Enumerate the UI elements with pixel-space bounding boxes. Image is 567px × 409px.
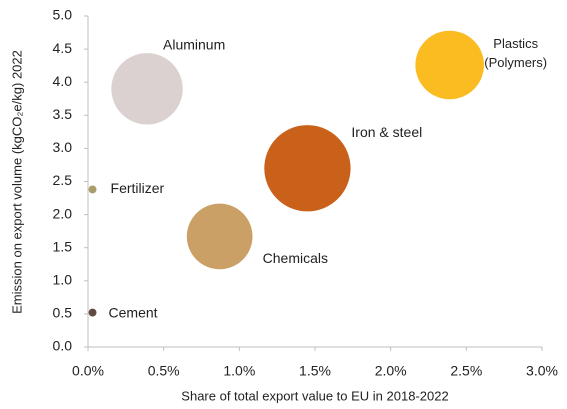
x-tick-label: 1.0% <box>223 363 255 379</box>
y-tick-label: 2.0 <box>53 205 73 221</box>
bubble-label: Iron & steel <box>351 124 422 140</box>
bubble <box>88 185 97 194</box>
x-tick-label: 3.0% <box>526 363 558 379</box>
y-tick-label: 1.0 <box>53 272 73 288</box>
bubble <box>186 203 253 270</box>
y-tick-label: 3.0 <box>53 139 73 155</box>
bubble <box>415 30 484 100</box>
y-tick-label: 2.5 <box>53 172 73 188</box>
bubble-label: Plastics (Polymers) <box>484 36 547 70</box>
y-axis-label: Emission on export volume (kgCO₂e/kg) 20… <box>9 50 24 314</box>
x-tick-label: 2.0% <box>375 363 407 379</box>
bubble <box>264 125 351 212</box>
bubble-label: Aluminum <box>163 37 225 53</box>
bubble <box>88 308 97 317</box>
x-axis-label: Share of total export value to EU in 201… <box>181 388 448 403</box>
x-tick-label: 2.5% <box>450 363 482 379</box>
y-tick-label: 0.0 <box>53 338 73 354</box>
bubble-label: Chemicals <box>263 250 328 266</box>
x-tick-label: 1.5% <box>299 363 331 379</box>
x-tick-label: 0.0% <box>72 363 104 379</box>
y-tick-label: 4.0 <box>53 73 73 89</box>
bubble <box>111 53 183 125</box>
y-tick-label: 4.5 <box>53 40 73 56</box>
bubble-label: Cement <box>109 304 158 320</box>
y-tick-label: 5.0 <box>53 7 73 23</box>
y-tick-label: 3.5 <box>53 106 73 122</box>
x-tick-label: 0.5% <box>148 363 180 379</box>
y-tick-label: 1.5 <box>53 238 73 254</box>
y-tick-label: 0.5 <box>53 305 73 321</box>
bubble-label: Fertilizer <box>111 180 165 196</box>
